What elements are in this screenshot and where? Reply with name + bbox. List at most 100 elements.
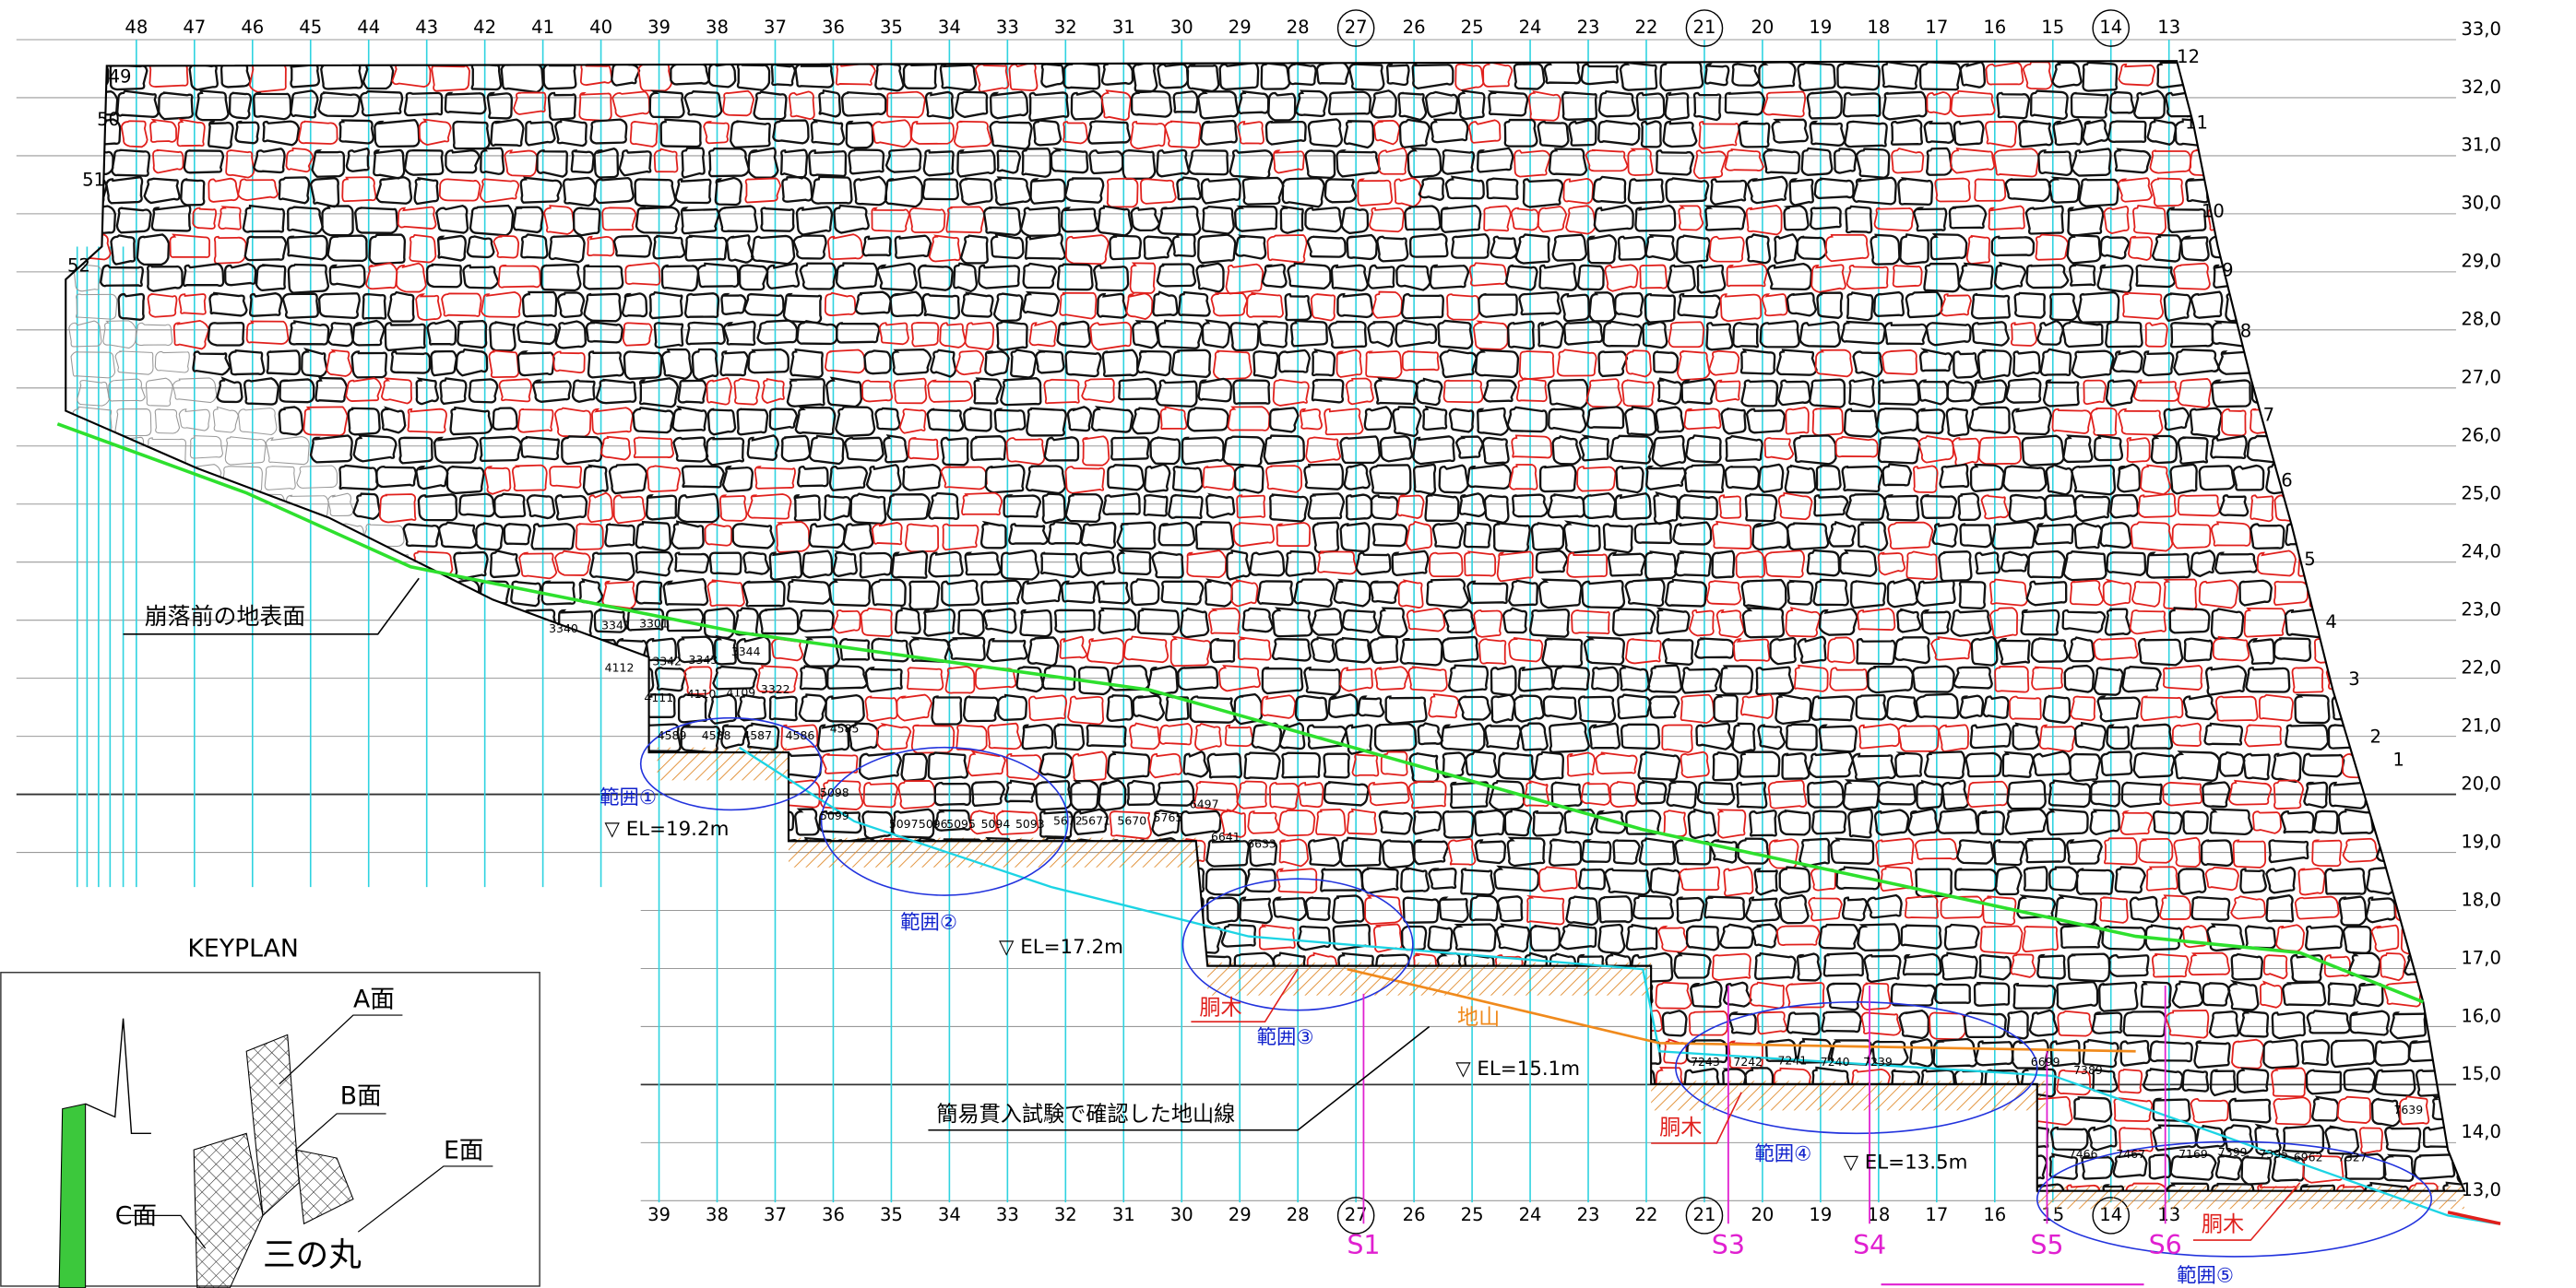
stone [1811,809,1847,835]
stone [1360,867,1399,894]
stone [1219,1069,1254,1093]
stone [1571,609,1610,635]
stone [548,234,586,264]
stone [1732,638,1771,662]
stone [470,62,503,91]
stone [380,377,412,405]
stone [1370,494,1399,521]
stone [199,1010,237,1037]
stone [1953,350,1980,379]
stone [454,896,496,920]
stone [1897,177,1934,207]
stone [2062,549,2107,582]
stone [617,1152,660,1179]
stone [621,292,648,318]
stone [2163,407,2190,431]
stone-number: 3344 [731,644,761,658]
stone [309,750,344,778]
stone [2119,1039,2151,1067]
stone [1856,637,1897,666]
stone [1376,235,1409,263]
stone [1678,205,1704,231]
stone [2132,379,2180,402]
stone [2211,379,2251,408]
stone [115,207,152,234]
range-ellipse [820,746,1069,896]
stone [120,120,148,148]
stone [1311,1040,1343,1063]
stone [861,810,894,840]
stone [208,1068,243,1094]
stone [458,492,496,518]
stone [961,491,1003,516]
stone [2016,1124,2049,1150]
stone [1176,176,1202,201]
stone [1609,434,1655,465]
stone [1351,752,1380,777]
stone [558,839,599,862]
stone [155,837,182,864]
stone [172,377,218,404]
stone [1668,321,1705,349]
stone [1918,61,1962,91]
stone [1857,521,1889,552]
stone [1763,549,1805,578]
stone [1087,120,1132,145]
stone [2396,435,2432,459]
stone [531,379,572,403]
stone [827,233,864,261]
stone [1507,579,1539,607]
stone [132,1068,173,1096]
stone [341,176,377,203]
stone [212,406,239,433]
stone [1542,695,1577,721]
stone [1294,89,1328,118]
stone [213,235,247,265]
stone [375,693,401,724]
stone [605,924,636,951]
stone [1276,522,1312,548]
stone [1863,953,1902,984]
stone [1370,1040,1407,1067]
stone [1261,694,1297,719]
stone [369,609,410,637]
stone [1994,866,2023,896]
stone [1067,695,1105,726]
stone [1786,291,1818,317]
stone [2152,1124,2198,1152]
stone [876,262,918,292]
bottom-column-label: 25 [1461,1204,1484,1225]
stone [444,91,487,115]
stone [1778,893,1810,925]
stone [469,204,515,237]
stone [265,436,310,466]
stone [738,264,769,291]
stone [1483,205,1512,232]
stone [593,148,620,179]
stone [1563,320,1604,346]
stone [1968,406,2011,435]
stone [1991,520,2036,550]
stone [690,1152,722,1184]
stone [849,492,887,526]
stone [526,810,568,837]
stone [1639,264,1668,290]
stone [1744,493,1778,523]
stone [647,1125,691,1151]
stone [818,810,862,834]
stone [1970,292,2011,320]
stone [2238,579,2273,607]
stone [1731,63,1761,87]
stone [417,636,449,663]
stone [1737,837,1770,865]
stone [73,693,118,721]
stone [1106,750,1151,780]
stone [299,1010,336,1035]
stone [2382,1153,2415,1182]
stone [2200,839,2234,868]
stone [376,667,416,693]
stone [1580,782,1611,806]
stone [1722,981,1752,1008]
stone [107,1126,150,1150]
stone [1300,408,1324,431]
